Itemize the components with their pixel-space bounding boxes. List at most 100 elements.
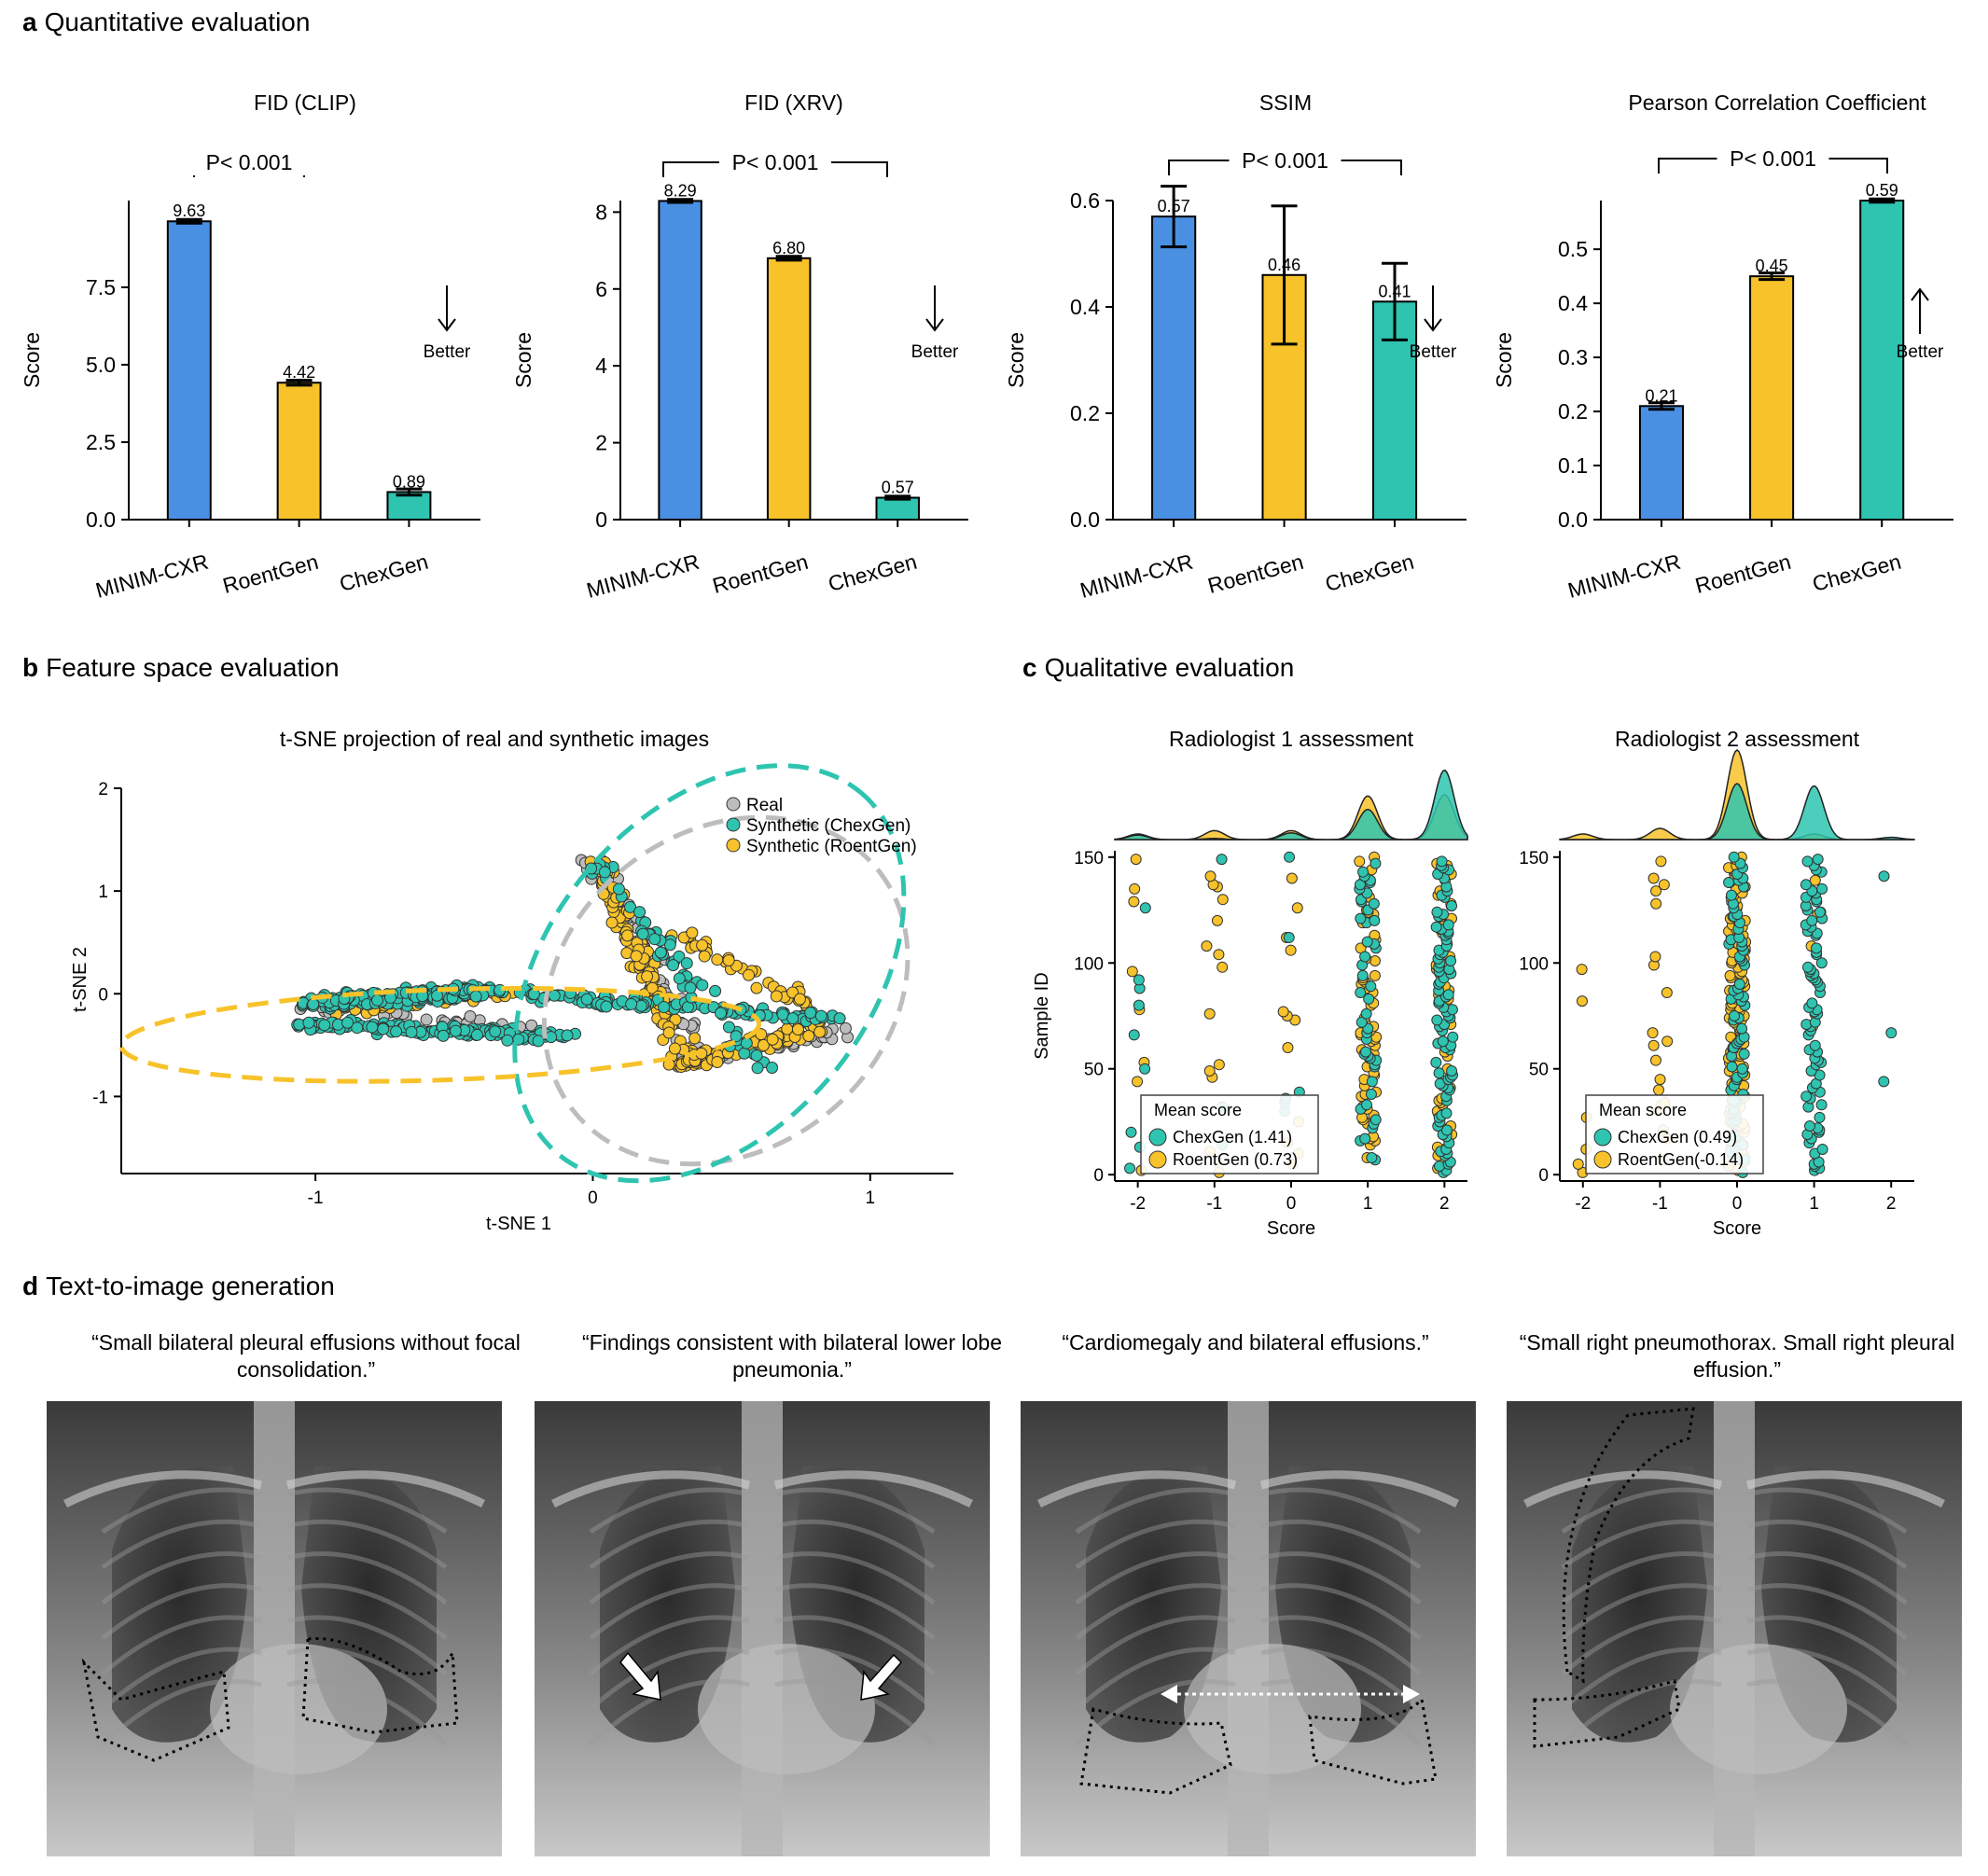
panel-a-title: Quantitative evaluation xyxy=(44,7,311,36)
rib xyxy=(1260,1519,1422,1570)
charts-canvas: FID (CLIP) 0.0 2.5 5.0 7.5 Score 9.63 MINIM-CXR… xyxy=(20,90,1953,1239)
rib xyxy=(1075,1678,1236,1746)
point-chexgen xyxy=(580,993,593,1006)
xray-image-3 xyxy=(1021,1401,1476,1856)
rib xyxy=(101,1678,262,1746)
significance-label: P< 0.001 xyxy=(1730,146,1816,171)
chart-title: FID (XRV) xyxy=(744,90,843,115)
better-label: Better xyxy=(1897,342,1944,362)
bar-minim-cxr xyxy=(658,200,702,521)
rib xyxy=(1075,1519,1236,1570)
spine xyxy=(742,1401,783,1856)
panel-c-letter: c xyxy=(1022,653,1037,682)
x-tick-label: RoentGen xyxy=(710,549,811,598)
y-tick-label: 150 xyxy=(1519,849,1549,869)
y-axis-label: Score xyxy=(511,332,535,388)
xray-image-2 xyxy=(535,1401,990,1856)
better-arrow-icon xyxy=(925,285,944,332)
x-tick-label: 1 xyxy=(1809,1194,1819,1214)
point-chexgen xyxy=(624,900,637,913)
point-roentgen xyxy=(605,916,619,929)
point-chexgen xyxy=(696,979,709,992)
value-label: 9.63 xyxy=(173,201,205,220)
point-chexgen xyxy=(431,989,444,1002)
point-chexgen xyxy=(715,1007,728,1020)
point-chexgen xyxy=(750,1049,763,1062)
significance-label: P< 0.001 xyxy=(206,150,293,174)
point-roentgen xyxy=(1647,1027,1659,1039)
y-axis-label: Score xyxy=(1492,332,1516,388)
bar-chart-4: Pearson Correlation Coefficient 0.0 0.1 0.2… xyxy=(1492,90,1953,603)
point-roentgen xyxy=(686,926,699,939)
point-chexgen xyxy=(1801,961,1814,973)
point-chexgen xyxy=(1357,866,1369,878)
better-arrow-icon xyxy=(438,285,456,332)
point-chexgen xyxy=(1433,1160,1445,1173)
x-tick-label: MINIM-CXR xyxy=(1565,549,1683,603)
point-chexgen xyxy=(1361,936,1373,948)
point-roentgen xyxy=(1809,874,1821,886)
chart-title: t-SNE projection of real and synthetic i… xyxy=(280,727,709,751)
significance-bg xyxy=(1717,146,1829,172)
legend-marker xyxy=(1148,1150,1167,1169)
chart-title: Radiologist 2 assessment xyxy=(1615,727,1860,751)
legend-title: Mean score xyxy=(1599,1101,1687,1119)
point-chexgen xyxy=(1363,993,1375,1005)
better-label: Better xyxy=(424,342,471,362)
density-chexgen xyxy=(1560,783,1915,841)
point-chexgen xyxy=(722,1021,735,1034)
better-label: Better xyxy=(1410,342,1457,362)
spine xyxy=(1714,1401,1755,1856)
point-chexgen xyxy=(470,1028,483,1041)
point-roentgen xyxy=(1291,902,1303,914)
y-tick-label: 0.0 xyxy=(1558,507,1588,532)
point-roentgen xyxy=(698,950,711,963)
point-roentgen xyxy=(630,950,643,963)
point-roentgen xyxy=(1213,1059,1225,1071)
point-chexgen xyxy=(489,1025,502,1038)
panel-b-header: b Feature space evaluation xyxy=(22,653,340,683)
point-roentgen xyxy=(696,938,709,952)
point-chexgen xyxy=(351,1021,364,1035)
point-roentgen xyxy=(1572,1158,1584,1170)
rib xyxy=(1260,1678,1422,1746)
y-tick-label: 0.2 xyxy=(1070,401,1100,425)
rib xyxy=(1746,1647,1908,1711)
point-chexgen xyxy=(612,882,625,896)
rib xyxy=(589,1678,750,1746)
point-chexgen xyxy=(1816,1143,1828,1155)
point-chexgen xyxy=(1815,1099,1828,1111)
point-chexgen xyxy=(1366,1152,1378,1164)
point-chexgen xyxy=(1359,951,1371,963)
value-label: 0.57 xyxy=(882,479,914,497)
point-chexgen xyxy=(1355,1016,1368,1028)
legend-marker xyxy=(1593,1150,1612,1169)
point-chexgen xyxy=(1736,1022,1748,1035)
point-roentgen xyxy=(688,1032,702,1045)
clavicles xyxy=(550,1470,974,1508)
significance-label: P< 0.001 xyxy=(732,150,819,174)
y-tick-label: 0 xyxy=(1093,1166,1104,1186)
point-roentgen xyxy=(1216,961,1229,973)
point-chexgen xyxy=(730,1030,743,1043)
point-chexgen xyxy=(1359,1133,1371,1145)
point-chexgen xyxy=(548,989,561,1002)
point-chexgen xyxy=(1723,877,1735,889)
y-tick-label: 2 xyxy=(595,431,607,455)
point-chexgen xyxy=(1430,921,1442,933)
rib xyxy=(774,1550,936,1605)
y-tick-label: 1 xyxy=(98,882,108,902)
rib xyxy=(101,1550,262,1605)
effusion-outline xyxy=(1533,1679,1681,1748)
legend-marker xyxy=(726,838,741,853)
point-chexgen xyxy=(1814,1111,1826,1123)
y-axis-label: t-SNE 2 xyxy=(70,947,90,1012)
point-chexgen xyxy=(341,1016,355,1029)
x-tick-label: -2 xyxy=(1130,1194,1146,1214)
rib xyxy=(286,1583,448,1640)
y-tick-label: 100 xyxy=(1519,954,1549,974)
point-roentgen xyxy=(757,1038,770,1051)
point-chexgen xyxy=(1139,1063,1151,1075)
bar-chexgen xyxy=(386,491,432,521)
x-tick-label: ChexGen xyxy=(1810,549,1904,596)
